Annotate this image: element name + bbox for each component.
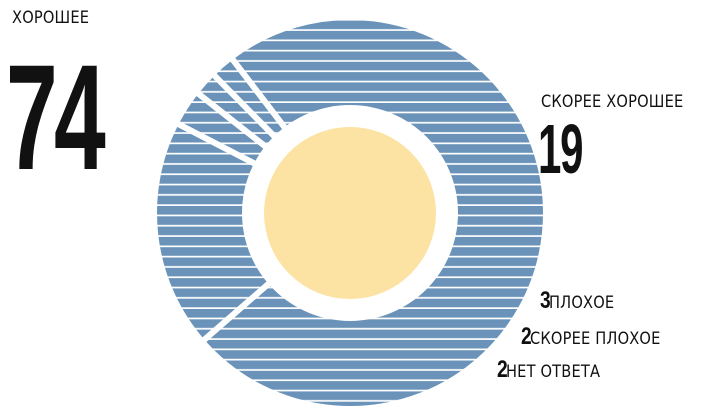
label-rather-good-value: 19 <box>538 110 584 188</box>
label-rather-bad: 2 СКОРЕЕ ПЛОХОЕ <box>521 323 682 351</box>
label-bad-value: 3 <box>540 287 551 314</box>
label-bad-name: ПЛОХОЕ <box>549 293 615 313</box>
center-disk <box>264 127 436 299</box>
label-good-value: 74 <box>6 33 106 201</box>
label-rather-good-name: СКОРЕЕ ХОРОШЕЕ <box>541 92 684 112</box>
label-good-name: ХОРОШЕЕ <box>12 8 90 28</box>
label-rather-bad-value: 2 <box>521 323 532 350</box>
label-no-answer: 2 НЕТ ОТВЕТА <box>497 356 616 384</box>
label-rather-bad-name: СКОРЕЕ ПЛОХОЕ <box>530 329 661 349</box>
label-no-answer-name: НЕТ ОТВЕТА <box>506 362 601 382</box>
label-bad: 3 ПЛОХОЕ <box>540 287 625 315</box>
label-no-answer-value: 2 <box>497 356 508 383</box>
